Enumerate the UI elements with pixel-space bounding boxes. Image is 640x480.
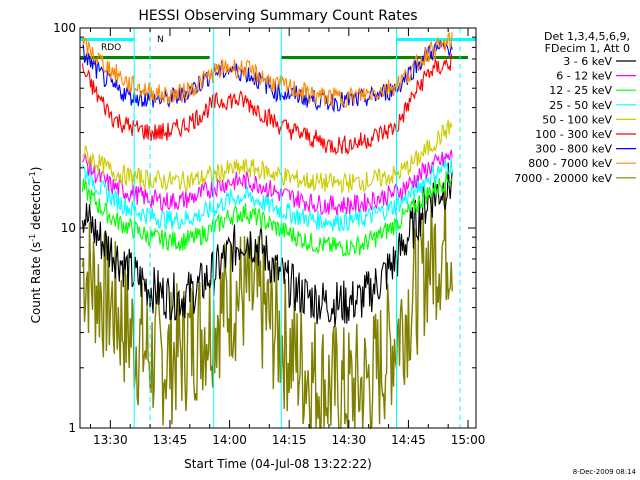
y-axis: 1 10 100 — [53, 21, 476, 435]
y-tick-label: 10 — [61, 221, 76, 235]
x-axis-label: Start Time (04-Jul-08 13:22:22) — [184, 457, 372, 471]
series-line-25-50-kev — [82, 157, 453, 232]
x-tick-label: 15:00 — [451, 433, 486, 447]
vertical-markers — [133, 28, 461, 428]
legend-label: 6 - 12 keV — [556, 70, 612, 83]
x-tick-label: 13:30 — [93, 433, 128, 447]
legend-label: 800 - 7000 keV — [528, 157, 612, 170]
legend-label: 50 - 100 keV — [542, 113, 612, 126]
series-line-100-300-kev — [81, 53, 453, 156]
legend-label: 12 - 25 keV — [549, 84, 612, 97]
series-layer — [81, 31, 453, 430]
series-line-3-6-kev — [81, 162, 453, 328]
series-line-800-7000-kev — [81, 31, 453, 108]
legend-header: FDecim 1, Att 0 — [545, 42, 630, 55]
y-tick-label: 1 — [68, 421, 76, 435]
series-line-50-100-kev — [81, 119, 453, 194]
legend-label: 300 - 800 keV — [535, 143, 612, 156]
flag-label-n: N — [157, 35, 164, 45]
legend-label: 25 - 50 keV — [549, 99, 612, 112]
series-line-7000-20000-kev — [81, 181, 453, 430]
saa-interval-bar — [281, 56, 469, 59]
y-tick-label: 100 — [53, 21, 76, 35]
legend-label: 100 - 300 keV — [535, 128, 612, 141]
series-line-300-800-kev — [82, 40, 453, 113]
footer-date: 8-Dec-2009 08:14 — [573, 468, 637, 476]
y-label-part3: ) — [29, 167, 43, 172]
x-tick-label: 14:45 — [391, 433, 426, 447]
x-tick-label: 14:00 — [212, 433, 247, 447]
legend: Det 1,3,4,5,6,9,FDecim 1, Att 03 - 6 keV… — [514, 30, 636, 185]
x-tick-label: 14:15 — [272, 433, 307, 447]
series-line-6-12-kev — [82, 149, 453, 216]
y-label-part1: Count Rate (s — [29, 242, 43, 324]
y-label-part2: detector — [29, 179, 43, 234]
night-interval-bar — [396, 38, 476, 41]
y-label-sup2: -1 — [28, 171, 37, 179]
legend-label: 3 - 6 keV — [563, 55, 612, 68]
interval-bands — [80, 38, 476, 59]
x-axis: 13:30 13:45 14:00 14:15 14:30 14:45 15:00 — [89, 28, 486, 447]
legend-label: 7000 - 20000 keV — [514, 172, 612, 185]
night-interval-bar — [80, 38, 135, 41]
y-label-sup1: -1 — [28, 234, 37, 242]
flag-label-rdo: RDO — [101, 43, 121, 53]
x-tick-label: 13:45 — [153, 433, 188, 447]
y-axis-label: Count Rate (s-1 detector-1) — [28, 167, 43, 324]
legend-header: Det 1,3,4,5,6,9, — [544, 30, 630, 43]
series-line-12-25-kev — [81, 171, 453, 257]
chart-title: HESSI Observing Summary Count Rates — [138, 8, 417, 24]
x-tick-label: 14:30 — [332, 433, 367, 447]
saa-interval-bar — [80, 56, 210, 59]
